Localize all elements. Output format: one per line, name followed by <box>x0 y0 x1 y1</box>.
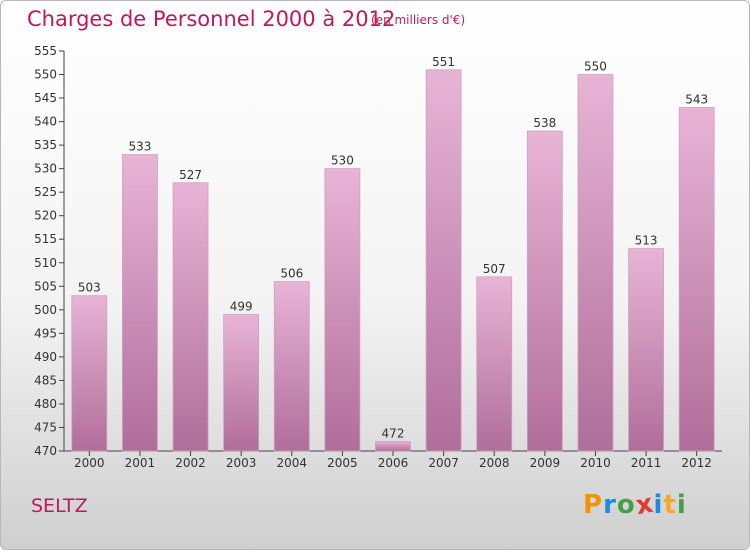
y-tick-label: 505 <box>34 279 57 293</box>
y-tick-label: 525 <box>34 185 57 199</box>
y-tick-label: 510 <box>34 256 57 270</box>
y-tick-label: 530 <box>34 162 57 176</box>
chart-subtitle: (en milliers d'€) <box>371 13 466 27</box>
bar-value-label: 543 <box>685 92 708 106</box>
x-tick-label: 2002 <box>175 456 206 470</box>
bar <box>628 248 664 452</box>
x-tick-label: 2009 <box>530 456 561 470</box>
x-tick-label: 2005 <box>327 456 358 470</box>
bar-value-label: 513 <box>635 234 658 248</box>
x-tick-label: 2012 <box>681 456 712 470</box>
bar <box>678 107 715 452</box>
bar <box>223 314 260 452</box>
y-tick-label: 540 <box>34 115 57 129</box>
bar <box>476 276 513 452</box>
bar-value-label: 499 <box>230 300 253 314</box>
bar <box>526 130 563 452</box>
chart-title: Charges de Personnel 2000 à 2012 <box>27 7 396 31</box>
x-tick-label: 2001 <box>125 456 156 470</box>
x-tick-label: 2006 <box>378 456 409 470</box>
bar <box>425 69 462 452</box>
bar-value-label: 507 <box>483 262 506 276</box>
bar-value-label: 550 <box>584 60 607 74</box>
y-tick-label: 555 <box>34 44 57 58</box>
y-tick-label: 535 <box>34 138 57 152</box>
x-tick-label: 2003 <box>226 456 257 470</box>
logo-letter: t <box>663 490 677 520</box>
logo-letter: r <box>603 490 617 520</box>
y-tick-label: 515 <box>34 232 57 246</box>
y-tick-label: 470 <box>34 444 57 458</box>
bar-value-label: 538 <box>533 116 556 130</box>
logo-letter: i <box>653 490 664 520</box>
proxiti-logo[interactable]: Proxiti <box>583 489 687 522</box>
logo-letter: P <box>583 490 604 520</box>
x-tick-label: 2007 <box>428 456 459 470</box>
bar <box>172 182 209 452</box>
logo-letter: o <box>616 490 636 520</box>
y-tick-label: 520 <box>34 209 57 223</box>
y-tick-label: 550 <box>34 68 57 82</box>
bar-value-label: 530 <box>331 154 354 168</box>
bar-value-label: 551 <box>432 55 455 69</box>
y-tick-label: 475 <box>34 420 57 434</box>
y-tick-label: 480 <box>34 397 57 411</box>
logo-letter: i <box>676 490 687 520</box>
x-tick-label: 2004 <box>276 456 307 470</box>
bar <box>71 295 108 452</box>
y-tick-label: 545 <box>34 91 57 105</box>
bar <box>273 281 310 452</box>
bar-value-label: 503 <box>78 281 101 295</box>
bar <box>324 168 361 452</box>
y-tick-label: 500 <box>34 303 57 317</box>
bar <box>375 441 411 452</box>
y-tick-label: 490 <box>34 350 57 364</box>
bar-value-label: 527 <box>179 168 202 182</box>
y-tick-label: 485 <box>34 373 57 387</box>
bar <box>577 74 614 452</box>
y-tick-label: 495 <box>34 326 57 340</box>
town-name: SELTZ <box>31 495 88 517</box>
bar-value-label: 533 <box>128 140 151 154</box>
x-tick-label: 2011 <box>631 456 662 470</box>
x-tick-label: 2010 <box>580 456 611 470</box>
x-tick-label: 2000 <box>74 456 105 470</box>
bar <box>122 154 158 452</box>
x-tick-label: 2008 <box>479 456 510 470</box>
bar-value-label: 472 <box>382 427 405 441</box>
bar-value-label: 506 <box>280 267 303 281</box>
